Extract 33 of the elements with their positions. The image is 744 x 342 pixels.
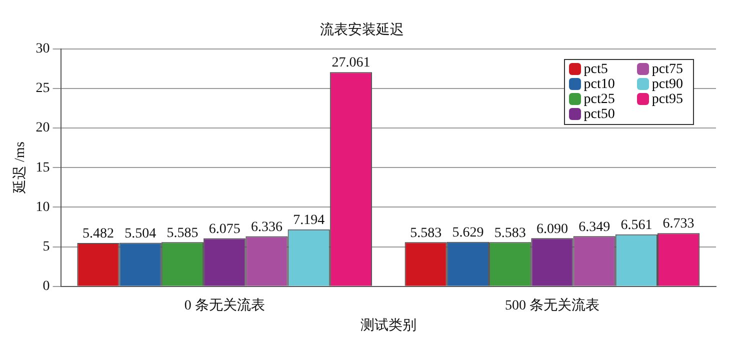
legend-label: pct5 — [584, 62, 608, 77]
y-axis-title: 延迟 /ms — [12, 142, 28, 194]
y-tick-label: 15 — [36, 160, 50, 176]
data-label: 7.194 — [293, 213, 325, 228]
data-label: 6.336 — [250, 220, 282, 235]
data-label: 6.075 — [208, 222, 240, 237]
data-label: 6.349 — [578, 220, 610, 235]
legend-label: pct75 — [652, 62, 683, 77]
y-tick-label: 5 — [42, 239, 50, 254]
x-tick-label: 0 条无关流表 — [184, 297, 265, 314]
data-label: 5.583 — [410, 226, 442, 241]
y-tick-label: 0 — [42, 279, 50, 294]
legend-label: pct90 — [652, 76, 683, 92]
data-label: 5.585 — [166, 226, 198, 241]
y-tick-label: 10 — [36, 200, 50, 215]
data-label: 6.090 — [536, 222, 568, 237]
x-axis-title: 测试类别 — [360, 317, 416, 334]
data-label: 5.629 — [452, 225, 484, 240]
data-label: 5.482 — [82, 226, 114, 242]
data-label: 6.733 — [662, 216, 694, 232]
data-label: 27.061 — [332, 56, 370, 71]
y-tick-label: 30 — [36, 41, 50, 56]
legend-label: pct10 — [584, 76, 615, 92]
data-label: 6.561 — [620, 218, 652, 234]
data-label: 5.504 — [124, 226, 156, 242]
legend-label: pct25 — [584, 92, 615, 107]
legend-label: pct95 — [652, 92, 683, 107]
x-tick-label: 500 条无关流表 — [504, 297, 600, 314]
y-tick-label: 25 — [36, 81, 50, 96]
data-label: 5.583 — [494, 226, 526, 241]
legend-label: pct50 — [584, 106, 615, 122]
y-tick-label: 20 — [36, 120, 50, 136]
chart-title: 流表安装延迟 — [320, 22, 404, 38]
